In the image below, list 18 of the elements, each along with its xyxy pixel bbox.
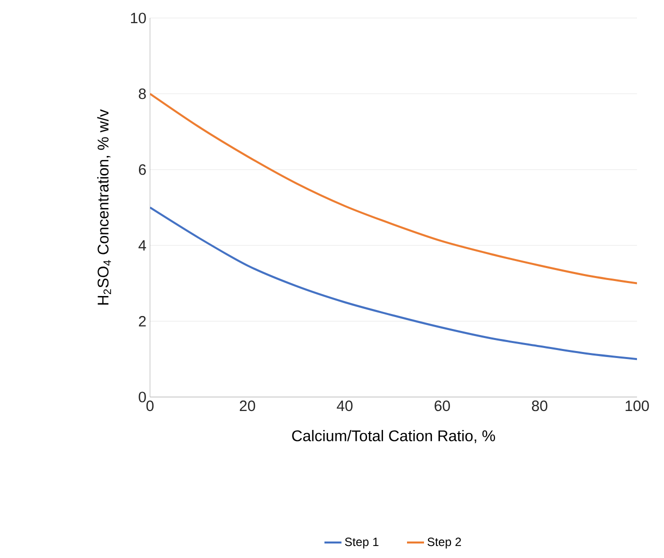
y-tick-label: 8 bbox=[138, 88, 146, 100]
y-tick-label: 4 bbox=[138, 240, 146, 251]
y-tick-label: 6 bbox=[138, 164, 146, 175]
x-tick-label: 20 bbox=[240, 400, 256, 412]
y-tick-label: 2 bbox=[138, 316, 146, 326]
x-tick-label: 100 bbox=[626, 400, 649, 412]
y-axis-title: H$_{2}$SO$_{4}$ Concentration, % w/v bbox=[97, 109, 112, 305]
x-tick-label: 40 bbox=[336, 400, 353, 412]
legend-label: Step 1 bbox=[344, 538, 378, 548]
legend-label: Step 2 bbox=[428, 538, 461, 548]
x-tick-label: 60 bbox=[434, 400, 450, 412]
line-series bbox=[150, 206, 638, 360]
x-axis-title: Calcium/Total Cation Ratio, % bbox=[292, 430, 496, 444]
x-tick-label: 0 bbox=[146, 400, 154, 412]
y-tick-label: 10 bbox=[131, 12, 146, 24]
y-tick-label: 0 bbox=[138, 392, 146, 402]
line-series bbox=[150, 92, 638, 284]
x-tick-label: 80 bbox=[532, 400, 548, 412]
